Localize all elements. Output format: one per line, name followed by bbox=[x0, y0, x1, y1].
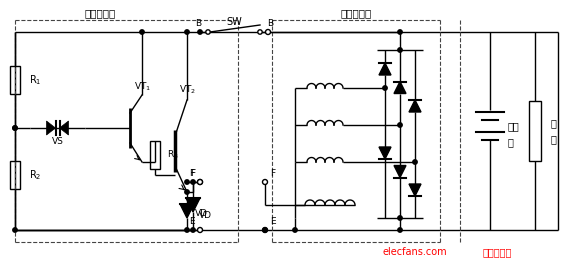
Circle shape bbox=[383, 86, 387, 90]
Circle shape bbox=[197, 228, 203, 233]
Polygon shape bbox=[394, 166, 406, 177]
Polygon shape bbox=[60, 121, 68, 135]
Text: F: F bbox=[270, 169, 276, 178]
Text: B: B bbox=[195, 20, 201, 29]
Circle shape bbox=[185, 180, 189, 184]
Text: elecfans.com: elecfans.com bbox=[383, 247, 447, 257]
Polygon shape bbox=[379, 63, 391, 75]
Circle shape bbox=[198, 30, 202, 34]
Circle shape bbox=[13, 126, 17, 130]
Bar bbox=[10, 66, 20, 94]
Text: VD: VD bbox=[199, 211, 212, 220]
Polygon shape bbox=[394, 82, 406, 93]
Text: 电子发烧友: 电子发烧友 bbox=[482, 247, 511, 257]
Circle shape bbox=[191, 228, 195, 232]
Bar bbox=[529, 101, 541, 161]
Circle shape bbox=[140, 30, 144, 34]
Circle shape bbox=[263, 228, 267, 232]
Text: VD: VD bbox=[195, 209, 208, 218]
Polygon shape bbox=[379, 147, 391, 159]
Circle shape bbox=[206, 30, 210, 34]
Polygon shape bbox=[186, 198, 200, 212]
Text: 蓄电: 蓄电 bbox=[508, 121, 519, 131]
Circle shape bbox=[398, 216, 402, 220]
Circle shape bbox=[13, 228, 17, 232]
Circle shape bbox=[398, 123, 402, 127]
Text: R$_2$: R$_2$ bbox=[29, 168, 41, 182]
Text: E: E bbox=[270, 218, 276, 227]
Circle shape bbox=[398, 30, 402, 34]
Text: VS: VS bbox=[52, 138, 64, 147]
Text: F: F bbox=[189, 169, 195, 178]
Text: R$_1$: R$_1$ bbox=[29, 73, 41, 87]
Text: R$_3$: R$_3$ bbox=[167, 149, 179, 161]
Circle shape bbox=[13, 126, 17, 130]
Circle shape bbox=[293, 228, 297, 232]
Text: 载: 载 bbox=[551, 134, 557, 144]
Text: 负: 负 bbox=[551, 118, 557, 128]
Polygon shape bbox=[46, 121, 56, 135]
Text: SW: SW bbox=[226, 17, 242, 27]
Circle shape bbox=[258, 30, 262, 34]
Circle shape bbox=[262, 228, 267, 233]
Text: VT$_2$: VT$_2$ bbox=[179, 84, 196, 96]
Bar bbox=[10, 161, 20, 189]
Polygon shape bbox=[409, 184, 421, 196]
Bar bbox=[150, 141, 160, 169]
Circle shape bbox=[185, 30, 189, 34]
Circle shape bbox=[197, 180, 203, 185]
Circle shape bbox=[191, 180, 195, 184]
Text: 交流发电机: 交流发电机 bbox=[340, 8, 371, 18]
Circle shape bbox=[266, 30, 270, 35]
Polygon shape bbox=[180, 204, 194, 218]
Text: 池: 池 bbox=[508, 137, 514, 147]
Circle shape bbox=[398, 228, 402, 232]
Text: B: B bbox=[267, 20, 273, 29]
Circle shape bbox=[262, 180, 267, 185]
Polygon shape bbox=[409, 100, 421, 112]
Circle shape bbox=[197, 180, 203, 185]
Circle shape bbox=[185, 228, 189, 232]
Text: E: E bbox=[189, 218, 195, 227]
Text: 电子调节器: 电子调节器 bbox=[84, 8, 115, 18]
Text: F: F bbox=[190, 169, 195, 178]
Circle shape bbox=[413, 160, 417, 164]
Circle shape bbox=[398, 48, 402, 52]
Circle shape bbox=[185, 190, 189, 194]
Text: VT$_1$: VT$_1$ bbox=[134, 81, 151, 93]
